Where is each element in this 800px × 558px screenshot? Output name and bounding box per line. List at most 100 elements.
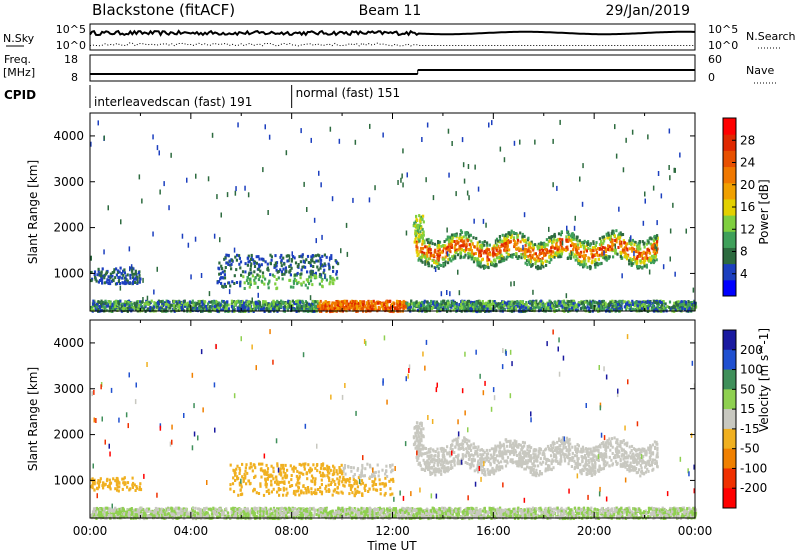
nsky-trace [90,31,695,46]
range-gate-cell [508,253,510,256]
range-gate-cell [96,273,98,276]
range-gate-cell [474,165,476,170]
range-gate-cell [561,248,563,251]
range-gate-cell [125,275,127,280]
range-gate-cell [139,278,141,281]
range-gate-cell [487,252,489,255]
range-gate-cell [559,300,561,303]
range-gate-cell [649,236,651,239]
range-gate-cell [303,260,305,263]
range-gate-cell [641,266,643,269]
range-gate-cell [182,234,184,239]
range-gate-cell [308,276,310,279]
range-gate-cell [619,240,621,243]
range-gate-cell [346,223,348,228]
range-gate-cell [398,305,400,308]
range-gate-cell [138,274,140,277]
range-gate-cell [332,266,334,269]
range-gate-cell [652,244,654,247]
range-gate-cell [440,245,442,248]
range-gate-cell [448,240,450,243]
range-gate-cell [122,281,124,284]
range-gate-cell [431,265,433,268]
range-gate-cell [394,307,396,310]
range-gate-cell [592,246,594,249]
range-gate-cell [250,265,252,268]
range-gate-cell [496,243,498,246]
range-gate-cell [228,281,230,284]
range-gate-cell [132,281,134,284]
range-gate-cell [682,303,684,306]
range-gate-cell [278,308,280,311]
range-gate-cell [198,307,200,310]
range-gate-cell [258,263,260,266]
range-gate-cell [625,244,627,247]
range-gate-cell [92,300,94,303]
range-gate-cell [501,257,503,260]
range-gate-cell [637,304,639,307]
range-gate-cell [615,244,617,249]
range-gate-cell [286,255,288,258]
range-gate-cell [586,249,588,252]
range-gate-cell [483,219,485,224]
range-gate-cell [606,234,608,237]
range-gate-cell [608,304,610,307]
range-gate-cell [487,263,489,266]
range-gate-cell [142,297,144,302]
range-gate-cell [329,256,331,261]
power-colorbar-label: Power [dB] [757,179,771,244]
range-gate-cell [467,256,469,259]
range-gate-cell [467,248,469,251]
range-gate-cell [568,233,570,236]
range-gate-cell [139,281,141,284]
range-gate-cell [192,300,194,303]
range-gate-cell [312,300,314,303]
range-gate-cell [626,248,628,251]
range-gate-cell [238,263,240,266]
range-gate-cell [424,263,426,266]
range-gate-cell [253,270,255,273]
range-gate-cell [643,303,645,306]
range-gate-cell [101,282,103,285]
range-gate-cell [329,277,331,280]
range-gate-cell [534,301,536,304]
range-gate-cell [236,259,238,262]
range-gate-cell [653,255,655,258]
range-gate-cell [460,303,462,306]
range-gate-cell [131,264,133,269]
range-gate-cell [575,243,577,246]
range-gate-cell [649,270,651,275]
range-gate-cell [324,304,326,307]
range-gate-cell [476,244,478,247]
colorbar-segment [723,280,736,297]
range-gate-cell [195,174,197,179]
range-gate-cell [492,302,494,305]
range-gate-cell [258,258,260,261]
range-gate-cell [598,263,600,266]
range-gate-cell [258,278,260,281]
range-gate-cell [686,229,688,234]
range-gate-cell [624,246,626,249]
range-gate-cell [631,247,633,250]
range-gate-cell [483,305,485,308]
range-gate-cell [602,246,604,249]
range-gate-cell [306,278,308,281]
range-gate-cell [423,220,425,223]
range-gate-cell [511,256,513,259]
range-gate-cell [226,306,228,309]
range-gate-cell [378,306,380,309]
range-gate-cell [630,235,632,240]
range-gate-cell [656,247,658,252]
range-gate-cell [658,171,660,176]
range-gate-cell [573,302,575,305]
range-gate-cell [402,148,404,153]
range-gate-cell [472,243,474,246]
range-gate-cell [575,216,577,221]
range-gate-cell [476,308,478,311]
range-gate-cell [248,272,250,275]
range-gate-cell [475,257,477,260]
range-gate-cell [632,130,634,135]
range-gate-cell [540,252,542,255]
range-gate-cell [434,250,436,253]
range-gate-cell [332,196,334,201]
